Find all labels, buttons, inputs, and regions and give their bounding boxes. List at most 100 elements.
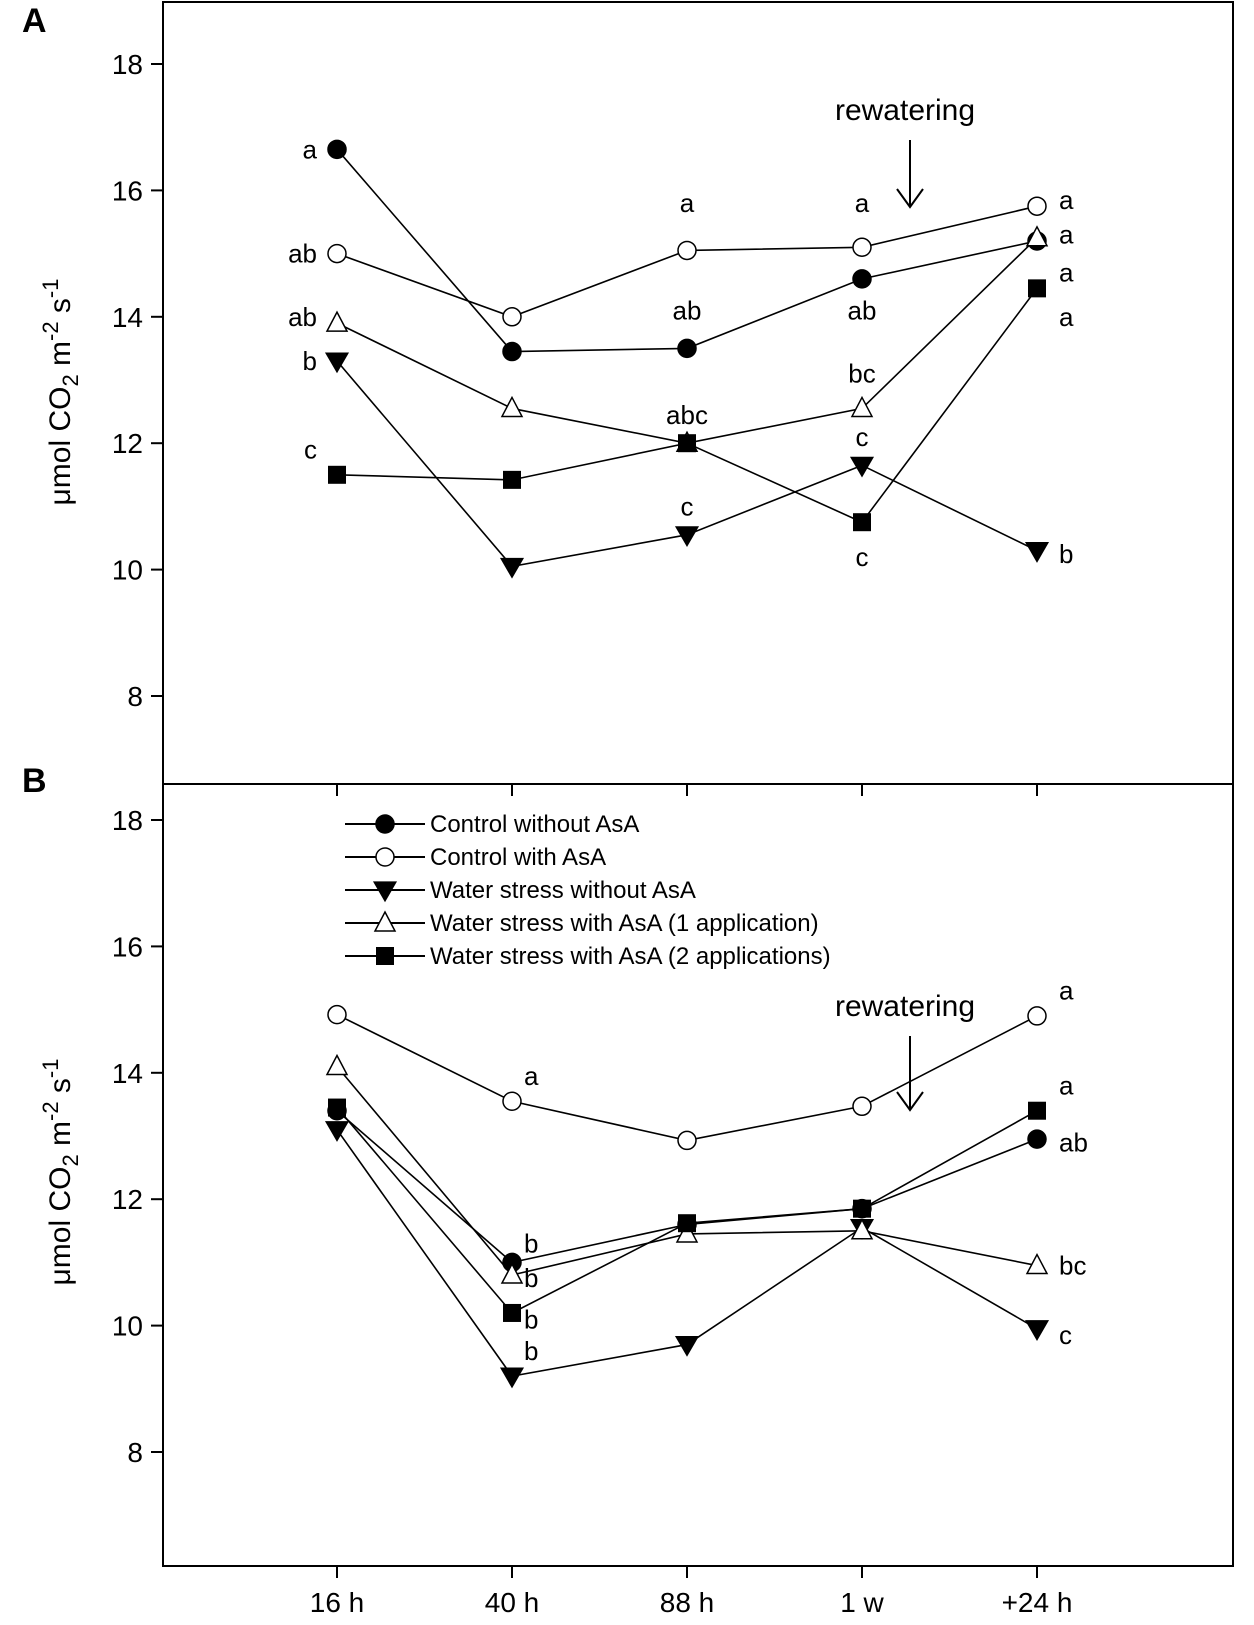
- panel-a-data-point: [852, 269, 872, 289]
- panel-a-significance-letter: a: [855, 188, 870, 218]
- panel-a-data-point: [674, 526, 700, 548]
- panel-b-ytick-label: 12: [112, 1184, 143, 1215]
- legend-marker-square-filled: [376, 947, 394, 965]
- panel-a-frame: [162, 1, 1234, 785]
- panel-a-data-point: [852, 237, 872, 258]
- legend-item: Water stress with AsA (2 applications): [345, 943, 831, 970]
- panel-a-significance-letter: a: [1059, 302, 1074, 332]
- panel-b-data-point: [328, 1098, 346, 1117]
- panel-b-data-point: [675, 1221, 699, 1243]
- panel-b-ytick-label: 18: [112, 805, 143, 836]
- panel-a-data-point: [327, 139, 347, 160]
- panel-a-series-4: [328, 279, 1046, 532]
- panel-b-rewatering-arrowhead: [896, 1091, 924, 1112]
- x-tick-label: 16 h: [310, 1587, 365, 1618]
- legend-label: Control with AsA: [430, 844, 606, 871]
- panel-a-significance-letter: a: [1059, 185, 1074, 215]
- panel-a-significance-letter: bc: [848, 359, 875, 389]
- panel-a-significance-letter: ab: [288, 302, 317, 332]
- panel-a-data-point: [677, 240, 697, 261]
- panel-a-significance-letter: a: [303, 134, 318, 164]
- panel-a-significance-letter: c: [856, 542, 869, 572]
- panel-a-rewatering: rewatering: [835, 94, 975, 209]
- panel-b-data-point: [499, 1367, 525, 1389]
- panel-a-significance-letter: a: [1059, 258, 1074, 288]
- panel-a-data-point: [324, 352, 350, 374]
- panel-b-rewatering-label: rewatering: [835, 990, 975, 1023]
- x-tick-label: +24 h: [1002, 1587, 1073, 1618]
- panel-b-data-point: [500, 1262, 524, 1284]
- panel-b-significance-letter: b: [524, 1304, 538, 1334]
- panel-b-frame: [162, 783, 1234, 1567]
- panel-a-data-point: [1024, 542, 1050, 563]
- panel-b-significance-letter: b: [524, 1263, 538, 1293]
- legend-label: Water stress without AsA: [430, 877, 696, 904]
- panel-a-data-point: [1025, 225, 1049, 247]
- panel-a-significance-letter: ab: [673, 295, 702, 325]
- legend-marker-circle-open: [375, 847, 395, 867]
- panel-a-ytick-label: 10: [112, 555, 143, 586]
- chart-content: 81012141618aababbcaababccaabbcccaaaab810…: [112, 49, 1088, 1618]
- legend-item: Water stress without AsA: [345, 877, 696, 904]
- panel-a-ytick-label: 16: [112, 175, 143, 206]
- panel-a-significance-letter: b: [1059, 539, 1073, 569]
- panel-b-data-point: [678, 1214, 696, 1233]
- panel-b-series-4: [328, 1098, 1046, 1322]
- panel-b-data-point: [325, 1053, 349, 1076]
- panel-b-ytick-label: 16: [112, 931, 143, 962]
- panel-a-significance-letter: ab: [848, 295, 877, 325]
- legend-marker-triangle-down-filled: [372, 881, 398, 903]
- x-tick-label: 88 h: [660, 1587, 715, 1618]
- panel-b-series-1: [327, 1004, 1047, 1151]
- panel-a-significance-letter: a: [680, 188, 695, 218]
- panel-a-data-point: [499, 557, 525, 579]
- legend-item: Water stress with AsA (1 application): [345, 910, 819, 937]
- panel-b-data-point: [1027, 1006, 1047, 1026]
- panel-a-significance-letter: abc: [666, 400, 708, 430]
- panel-a-data-point: [327, 243, 347, 264]
- panel-b-data-point: [1028, 1101, 1046, 1120]
- panel-b-significance-letter: ab: [1059, 1127, 1088, 1157]
- panel-a-ytick-label: 14: [112, 302, 143, 333]
- panel-b-data-point: [677, 1130, 697, 1151]
- panel-b-significance-letter: a: [524, 1061, 539, 1091]
- legend-marker-circle-filled: [375, 814, 395, 834]
- panel-b-ytick-label: 10: [112, 1311, 143, 1342]
- panel-a-significance-letter: c: [681, 491, 694, 521]
- panel-a-data-point: [503, 470, 521, 489]
- panel-a-series-1: [327, 196, 1047, 327]
- x-tick-label: 40 h: [485, 1587, 540, 1618]
- panel-b-series-3: [325, 1053, 1049, 1284]
- panel-b-data-point: [674, 1335, 700, 1357]
- panel-a-data-point: [502, 341, 522, 362]
- panel-b-significance-letter: bc: [1059, 1251, 1086, 1281]
- panel-a-rewatering-arrowhead: [896, 188, 924, 209]
- panel-a-data-point: [850, 395, 874, 418]
- panel-a-data-point: [1027, 196, 1047, 216]
- panel-b-data-point: [850, 1218, 874, 1240]
- panel-b-significance-letter: a: [1059, 976, 1074, 1006]
- panel-a-ytick-label: 12: [112, 428, 143, 459]
- panel-a-series-0: [327, 139, 1047, 362]
- panel-b-letter: B: [22, 762, 47, 800]
- panel-a-significance-letter: c: [856, 422, 869, 452]
- panel-a-data-point: [500, 395, 524, 418]
- panel-b-significance-letter: b: [524, 1228, 538, 1258]
- legend-marker-shape: [373, 910, 397, 932]
- panel-b-series-line: [336, 1065, 1038, 1276]
- panel-a-data-point: [677, 338, 697, 359]
- legend-label: Control without AsA: [430, 811, 639, 838]
- legend-marker-shape: [375, 847, 395, 867]
- legend-marker-shape: [375, 814, 395, 834]
- panel-b-data-point: [502, 1091, 522, 1111]
- panel-b-ytick-label: 8: [127, 1437, 143, 1468]
- panel-a-series-2: [324, 352, 1050, 579]
- legend: Control without AsA Control with AsA Wat…: [345, 811, 831, 970]
- panel-b-data-point: [327, 1004, 347, 1025]
- panel-b-series-line: [336, 1013, 1038, 1142]
- panel-a-ytick-label: 18: [112, 49, 143, 80]
- panel-a-data-point: [1028, 279, 1046, 298]
- panel-b-data-point: [1025, 1252, 1049, 1275]
